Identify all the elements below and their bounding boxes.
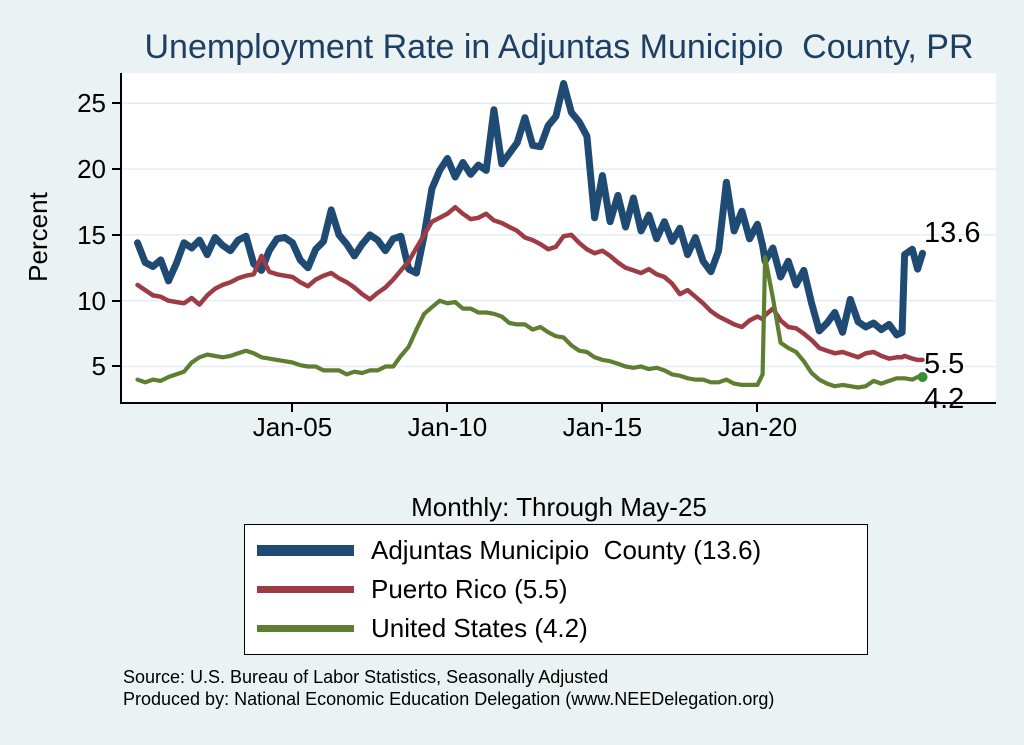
end-label-puerto-rico: 5.5 [924, 348, 965, 380]
x-tick-Jan-20 [756, 404, 759, 412]
x-tick-label-Jan-20: Jan-20 [717, 412, 798, 442]
x-tick-Jan-05 [291, 404, 294, 412]
legend: Adjuntas Municipio County (13.6) Puerto … [244, 524, 868, 655]
legend-swatch-adjuntas-line [257, 545, 354, 556]
y-tick-5 [112, 365, 120, 368]
legend-item-united-states: United States (4.2) [257, 613, 867, 644]
source-note: Source: U.S. Bureau of Labor Statistics,… [123, 667, 609, 687]
x-tick-label-Jan-05: Jan-05 [252, 412, 333, 442]
y-tick-25 [112, 102, 120, 105]
series-line-2 [135, 255, 925, 390]
plot-area [120, 73, 996, 404]
x-axis-note: Monthly: Through May-25 [411, 492, 707, 522]
footnotes: Source: U.S. Bureau of Labor Statistics,… [123, 666, 774, 710]
y-tick-15 [112, 233, 120, 236]
y-tick-label-15: 15 [77, 219, 106, 250]
legend-label-united-states: United States (4.2) [371, 613, 588, 643]
end-label-adjuntas: 13.6 [924, 217, 981, 249]
chart-title: Unemployment Rate in Adjuntas Municipio … [144, 28, 974, 66]
y-tick-label-5: 5 [91, 351, 106, 382]
y-tick-label-20: 20 [77, 154, 106, 185]
legend-swatch-united-states-line [257, 625, 354, 632]
legend-label-puerto-rico: Puerto Rico (5.5) [371, 574, 568, 604]
legend-item-puerto-rico: Puerto Rico (5.5) [257, 574, 867, 605]
y-tick-10 [112, 299, 120, 302]
x-tick-label-Jan-10: Jan-10 [407, 412, 488, 442]
x-tick-Jan-15 [601, 404, 604, 412]
y-tick-label-10: 10 [77, 285, 106, 316]
legend-swatch-puerto-rico-line [257, 586, 354, 593]
producer-note: Produced by: National Economic Education… [123, 689, 775, 709]
series-line-1 [135, 204, 925, 363]
x-tick-label-Jan-15: Jan-15 [562, 412, 643, 442]
legend-item-adjuntas: Adjuntas Municipio County (13.6) [257, 535, 867, 566]
legend-label-adjuntas: Adjuntas Municipio County (13.6) [371, 535, 762, 565]
series-line-0 [134, 80, 926, 339]
y-tick-label-25: 25 [77, 88, 106, 119]
x-tick-Jan-10 [446, 404, 449, 412]
end-label-united-states: 4.2 [924, 383, 965, 415]
y-tick-20 [112, 168, 120, 171]
chart-canvas [122, 80, 996, 390]
series-end-marker-2 [917, 371, 928, 382]
